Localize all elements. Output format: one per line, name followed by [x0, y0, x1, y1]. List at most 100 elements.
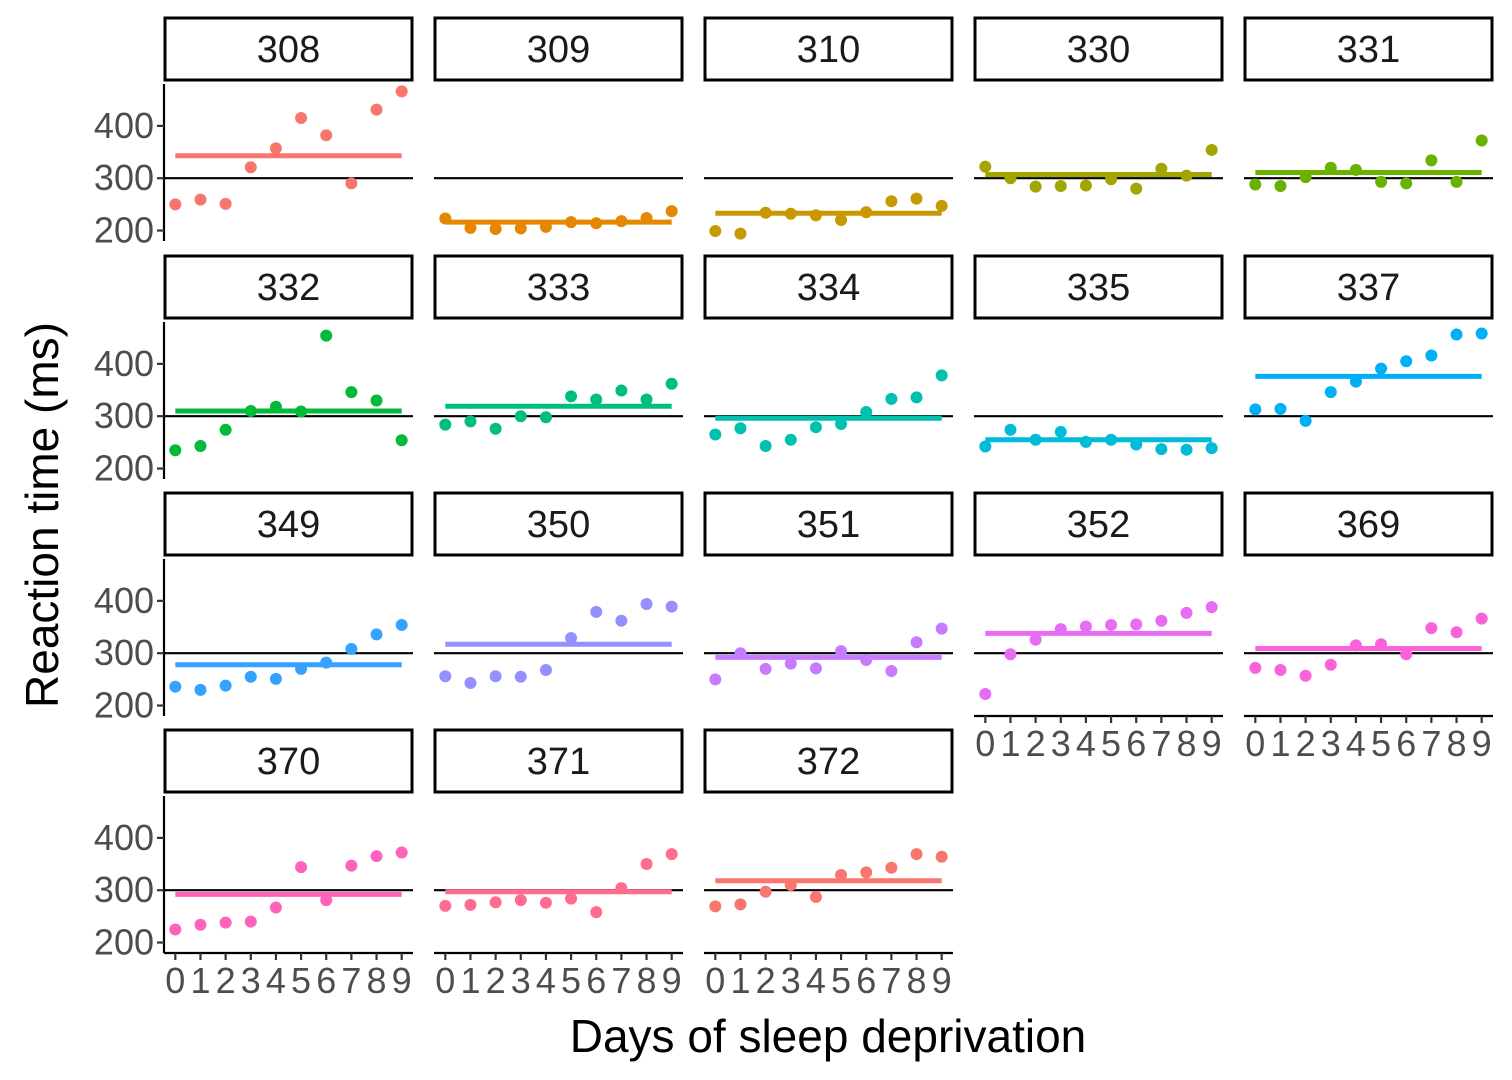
data-point: [439, 670, 452, 683]
panel-310: 310: [703, 16, 954, 240]
data-point: [860, 866, 873, 879]
data-point: [665, 848, 678, 861]
data-point: [1375, 638, 1388, 651]
data-point: [1475, 327, 1488, 340]
data-point: [1475, 612, 1488, 625]
data-point: [784, 878, 797, 891]
strip-box: [973, 491, 1224, 557]
strip-box: [163, 728, 414, 794]
x-tick-label: 0: [975, 723, 995, 764]
data-point: [1155, 443, 1168, 456]
data-point: [1079, 435, 1092, 448]
data-point: [439, 899, 452, 912]
data-point: [1475, 134, 1488, 147]
data-point: [1324, 386, 1337, 399]
x-tick-label: 8: [907, 960, 927, 1001]
data-point: [514, 222, 527, 235]
x-tick-label: 4: [806, 960, 826, 1001]
data-point: [1400, 648, 1413, 661]
data-point: [464, 898, 477, 911]
data-point: [489, 896, 502, 909]
x-tick-label: 1: [730, 960, 750, 1001]
data-point: [709, 673, 722, 686]
panel-350: 350: [433, 491, 684, 690]
x-tick-label: 2: [756, 960, 776, 1001]
data-point: [1105, 433, 1118, 446]
data-point: [1400, 177, 1413, 190]
data-point: [295, 662, 308, 675]
data-point: [665, 205, 678, 218]
data-point: [269, 672, 282, 685]
data-point: [1029, 433, 1042, 446]
data-point: [244, 161, 257, 174]
panel-309: 309: [433, 16, 684, 235]
strip-box: [433, 254, 684, 320]
data-point: [1349, 163, 1362, 176]
data-point: [1029, 633, 1042, 646]
data-point: [370, 850, 383, 863]
panel-352: 352 0 1 2 3 4 5 6 7 8 9: [973, 491, 1224, 764]
data-point: [835, 418, 848, 431]
data-point: [910, 848, 923, 861]
data-point: [219, 423, 232, 436]
data-point: [640, 858, 653, 871]
data-point: [194, 683, 207, 696]
data-point: [1105, 173, 1118, 186]
data-point: [1180, 169, 1193, 182]
data-point: [295, 112, 308, 125]
y-tick-label: 200: [94, 685, 154, 726]
data-point: [979, 160, 992, 173]
x-tick-label: 6: [316, 960, 336, 1001]
data-point: [395, 434, 408, 447]
data-point: [860, 654, 873, 667]
strip-label: 331: [1337, 29, 1400, 71]
strip-label: 335: [1067, 267, 1130, 309]
data-point: [1299, 171, 1312, 184]
data-point: [809, 421, 822, 434]
data-point: [370, 103, 383, 116]
strip-box: [163, 254, 414, 320]
data-point: [395, 618, 408, 631]
data-point: [320, 329, 333, 342]
x-tick-label: 9: [932, 960, 952, 1001]
x-tick-label: 5: [1371, 723, 1391, 764]
strip-box: [703, 728, 954, 794]
data-point: [269, 142, 282, 155]
panel-333: 333: [433, 254, 684, 435]
data-point: [809, 209, 822, 222]
panel-308: 308 200 300 400: [94, 16, 414, 251]
data-point: [979, 688, 992, 701]
data-point: [489, 222, 502, 235]
data-point: [1079, 179, 1092, 192]
panel-372: 372 0 1 2 3 4 5 6 7 8 9: [703, 728, 954, 1001]
data-point: [1004, 172, 1017, 185]
data-point: [169, 198, 182, 211]
data-point: [565, 892, 578, 905]
x-tick-label: 4: [536, 960, 556, 1001]
strip-box: [433, 491, 684, 557]
y-tick-label: 300: [94, 869, 154, 910]
data-point: [169, 923, 182, 936]
strip-label: 371: [527, 741, 590, 783]
data-point: [539, 663, 552, 676]
x-tick-label: 2: [486, 960, 506, 1001]
strip-label: 308: [257, 29, 320, 71]
y-tick-label: 300: [94, 395, 154, 436]
x-tick-label: 8: [1177, 723, 1197, 764]
data-point: [539, 411, 552, 424]
data-point: [345, 386, 358, 399]
x-tick-label: 1: [460, 960, 480, 1001]
x-tick-label: 0: [1245, 723, 1265, 764]
strip-label: 372: [797, 741, 860, 783]
strip-box: [433, 16, 684, 82]
data-point: [709, 900, 722, 913]
strip-label: 309: [527, 29, 590, 71]
x-tick-label: 7: [881, 960, 901, 1001]
strip-box: [973, 254, 1224, 320]
x-axis-title: Days of sleep deprivation: [570, 1010, 1087, 1062]
panel-370: 370 200 300 400 0 1 2 3 4 5 6 7 8 9: [94, 728, 414, 1001]
data-point: [320, 656, 333, 669]
data-point: [784, 433, 797, 446]
